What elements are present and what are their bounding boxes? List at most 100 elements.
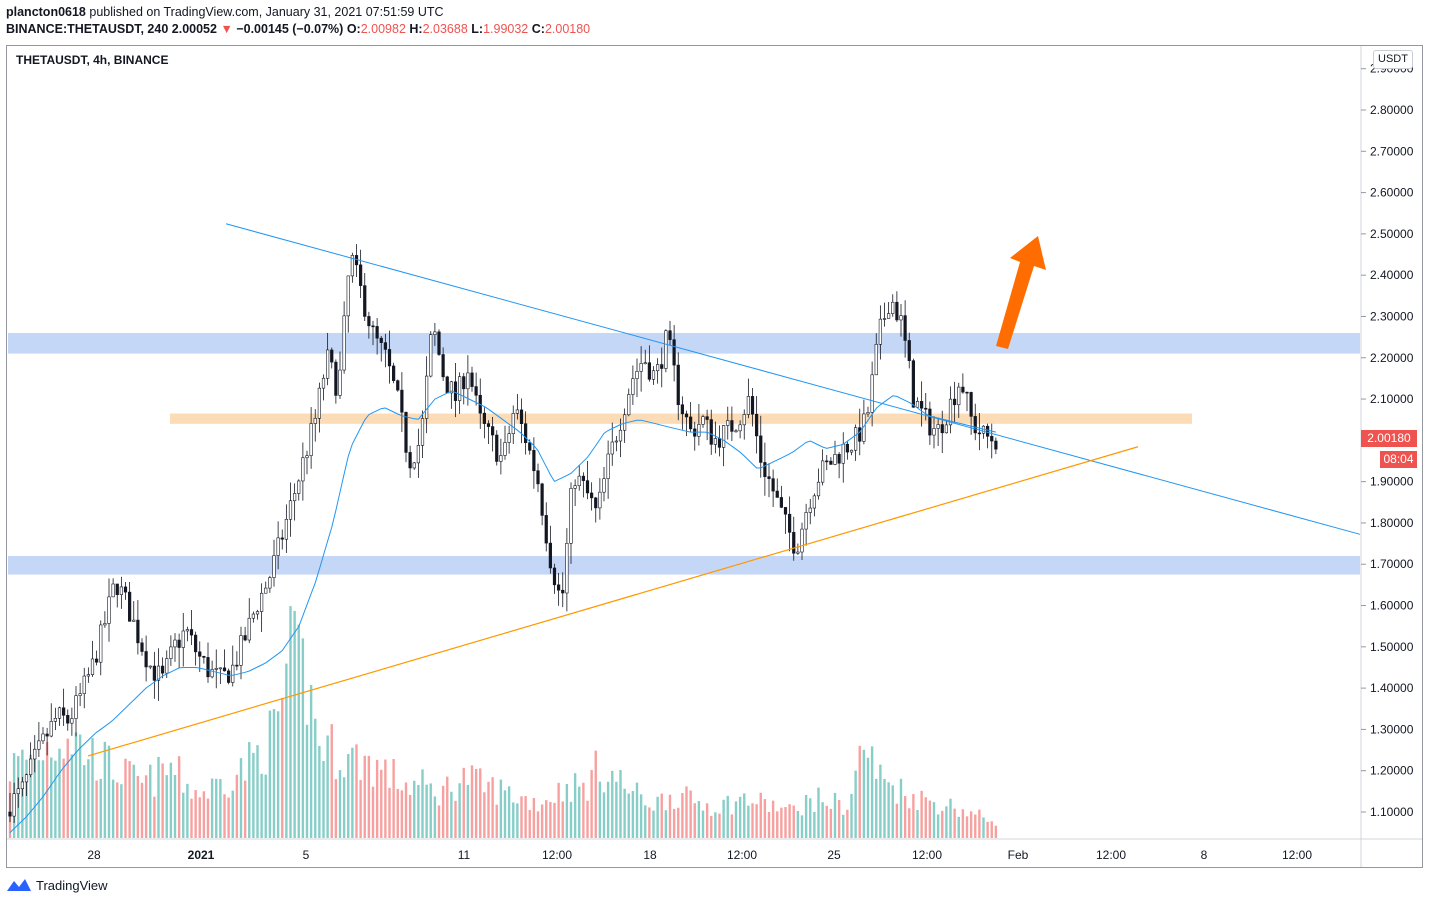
- volume-bar: [272, 709, 276, 838]
- candle-body: [148, 665, 152, 668]
- candle-body: [606, 453, 610, 479]
- price-change: −0.00145 (−0.07%): [236, 22, 344, 36]
- volume-bar: [561, 801, 564, 838]
- candle-body: [812, 495, 816, 509]
- x-tick-label: 28: [87, 848, 101, 862]
- y-tick-label: 1.60000: [1370, 599, 1414, 613]
- volume-bar: [553, 802, 556, 838]
- volume-bar: [924, 797, 927, 838]
- volume-bar: [441, 785, 445, 838]
- candle-body: [965, 391, 969, 394]
- volume-bar: [157, 756, 160, 838]
- volume-bar: [371, 786, 375, 838]
- candle-body: [346, 275, 350, 317]
- volume-bar: [330, 724, 333, 838]
- candle-body: [788, 513, 792, 533]
- candle-body: [709, 419, 713, 445]
- candle-body: [264, 587, 268, 594]
- candle-body: [953, 398, 957, 406]
- candle-body: [12, 793, 16, 817]
- candle-body: [726, 420, 730, 426]
- volume-bar: [668, 794, 672, 838]
- candle-body: [590, 492, 594, 499]
- candle-body: [532, 450, 536, 472]
- volume-bar: [941, 810, 944, 838]
- candle-body: [891, 301, 895, 314]
- candle-body: [453, 381, 458, 401]
- volume-bar: [367, 755, 371, 838]
- volume-bar: [25, 759, 28, 838]
- volume-bar: [87, 759, 90, 838]
- candle-body: [536, 470, 540, 485]
- tradingview-footer[interactable]: TradingView: [6, 877, 108, 893]
- candle-body: [309, 423, 313, 456]
- x-tick-label: 2021: [188, 848, 215, 862]
- volume-bar: [429, 783, 432, 838]
- volume-bar: [928, 800, 932, 838]
- publisher-name[interactable]: plancton0618: [6, 5, 86, 19]
- volume-bar: [833, 792, 837, 838]
- candle-body: [870, 374, 874, 413]
- volume-bar: [751, 803, 754, 838]
- close-label: C:: [531, 22, 545, 36]
- volume-bar: [862, 749, 866, 838]
- candle-body: [181, 630, 185, 648]
- volume-bar: [74, 732, 78, 838]
- volume-bar: [734, 801, 738, 838]
- candle-body: [429, 334, 433, 377]
- volume-bar: [681, 793, 684, 838]
- volume-bar: [854, 770, 857, 838]
- candle-body: [123, 586, 128, 593]
- candle-body: [540, 483, 544, 516]
- candle-body: [932, 428, 936, 436]
- candle-body: [189, 629, 194, 636]
- volume-bar: [693, 803, 696, 838]
- volume-bar: [961, 809, 965, 838]
- candle-body: [74, 695, 78, 719]
- candle-body: [103, 623, 107, 626]
- volume-bar: [495, 804, 498, 838]
- candle-body: [470, 372, 474, 387]
- volume-bar: [223, 794, 226, 838]
- ascending-trendline: [87, 446, 1139, 757]
- volume-bar: [132, 764, 135, 838]
- volume-bar: [210, 778, 214, 838]
- candle-body: [515, 409, 519, 414]
- volume-bar: [615, 781, 618, 838]
- volume-bar: [837, 799, 841, 838]
- volume-bar: [169, 762, 173, 838]
- volume-bar: [388, 787, 391, 838]
- volume-bar: [351, 747, 354, 838]
- chart-frame[interactable]: [6, 45, 1423, 868]
- y-tick-label: 2.10000: [1370, 392, 1414, 406]
- candle-body: [462, 376, 466, 390]
- volume-bar: [631, 791, 635, 838]
- volume-bar: [37, 760, 41, 838]
- candle-body: [676, 364, 680, 406]
- candle-body: [594, 497, 598, 509]
- volume-bar: [804, 794, 808, 838]
- volume-bar: [355, 744, 358, 838]
- candle-body: [618, 429, 623, 442]
- volume-bar: [569, 801, 573, 838]
- volume-bar: [528, 810, 531, 838]
- candle-body: [161, 665, 165, 674]
- candle-body: [416, 445, 420, 464]
- candle-body: [342, 315, 346, 371]
- volume-bar: [404, 782, 408, 838]
- candle-body: [449, 381, 453, 394]
- y-tick-label: 2.30000: [1370, 309, 1414, 323]
- candle-body: [466, 372, 470, 390]
- volume-bar: [920, 790, 923, 838]
- volume-bar: [503, 790, 507, 838]
- candle-body: [631, 378, 635, 395]
- volume-bar: [578, 786, 581, 838]
- volume-bar: [866, 757, 870, 838]
- candle-body: [647, 362, 651, 380]
- candle-body: [845, 443, 849, 453]
- volume-bar: [520, 796, 523, 838]
- candle-body: [548, 542, 552, 569]
- volume-bar: [697, 801, 701, 838]
- currency-badge[interactable]: USDT: [1373, 50, 1413, 69]
